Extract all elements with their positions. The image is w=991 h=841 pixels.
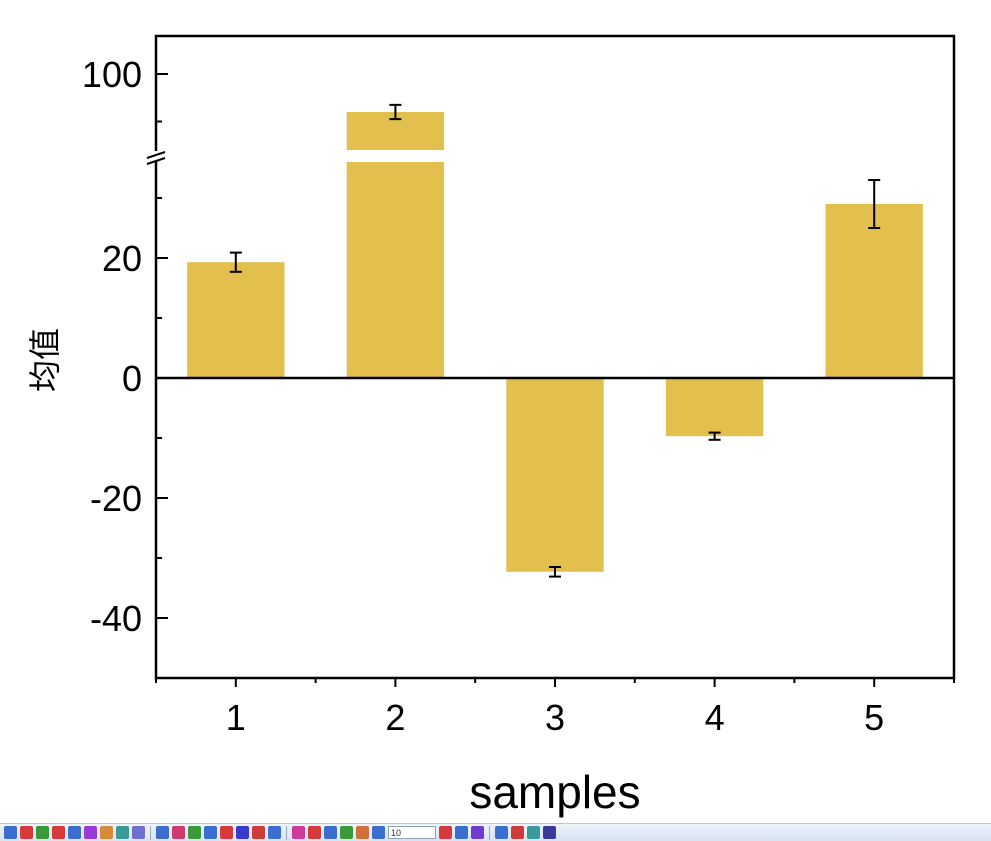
y-tick-label: -20 [90, 478, 142, 519]
toolbar-tool-icon[interactable] [324, 826, 337, 839]
toolbar-tool-icon[interactable] [308, 826, 321, 839]
toolbar-tool-icon[interactable] [356, 826, 369, 839]
toolbar-tool-icon[interactable] [495, 826, 508, 839]
toolbar-separator [150, 825, 151, 840]
toolbar-tool-icon[interactable] [68, 826, 81, 839]
toolbar-tool-icon[interactable] [188, 826, 201, 839]
x-tick-label: 4 [705, 697, 725, 738]
plot-toolbar: 10 [0, 823, 991, 841]
toolbar-tool-icon[interactable] [172, 826, 185, 839]
x-tick-label: 1 [226, 697, 246, 738]
x-tick-label: 2 [385, 697, 405, 738]
toolbar-tool-icon[interactable] [527, 826, 540, 839]
y-axis-label: 均值 [27, 328, 63, 392]
error-bars-group [229, 103, 881, 578]
toolbar-tool-icon[interactable] [52, 826, 65, 839]
y-tick-label: 100 [82, 54, 142, 95]
axis-break-mark-lower [146, 151, 166, 159]
toolbar-tool-icon[interactable] [543, 826, 556, 839]
toolbar-tool-icon[interactable] [455, 826, 468, 839]
toolbar-tool-icon[interactable] [511, 826, 524, 839]
toolbar-separator [489, 825, 490, 840]
toolbar-tool-icon[interactable] [372, 826, 385, 839]
x-axis-label: samples [469, 766, 640, 818]
axes-group: 100 20 0 -20 -40 1 2 3 4 5 [82, 54, 955, 738]
y-tick-label: 20 [102, 238, 142, 279]
axis-break-gap [157, 150, 953, 162]
toolbar-tool-icon[interactable] [252, 826, 265, 839]
toolbar-tool-icon[interactable] [236, 826, 249, 839]
toolbar-tool-icon[interactable] [268, 826, 281, 839]
toolbar-tool-icon[interactable] [204, 826, 217, 839]
toolbar-tool-icon[interactable] [471, 826, 484, 839]
bar-3 [506, 378, 604, 572]
toolbar-tool-icon[interactable] [340, 826, 353, 839]
bars-group [187, 112, 923, 572]
toolbar-tool-icon[interactable] [100, 826, 113, 839]
bar-1 [187, 262, 285, 378]
y-tick-label: -40 [90, 598, 142, 639]
toolbar-tool-icon[interactable] [220, 826, 233, 839]
axis-break-mark-upper [146, 157, 166, 165]
toolbar-tool-icon[interactable] [116, 826, 129, 839]
bar-2 [346, 162, 445, 378]
toolbar-separator [286, 825, 287, 840]
x-tick-label: 5 [864, 697, 884, 738]
toolbar-tool-icon[interactable] [156, 826, 169, 839]
toolbar-tool-icon[interactable] [292, 826, 305, 839]
toolbar-size-field[interactable]: 10 [388, 826, 436, 839]
toolbar-tool-icon[interactable] [20, 826, 33, 839]
toolbar-tool-icon[interactable] [4, 826, 17, 839]
toolbar-tool-icon[interactable] [36, 826, 49, 839]
toolbar-tool-icon[interactable] [439, 826, 452, 839]
x-tick-label: 3 [545, 697, 565, 738]
bar-4 [665, 378, 764, 437]
toolbar-tool-icon[interactable] [84, 826, 97, 839]
toolbar-tool-icon[interactable] [132, 826, 145, 839]
bar-chart: 100 20 0 -20 -40 1 2 3 4 5 samples 均值 [27, 34, 956, 818]
y-tick-label: 0 [122, 358, 142, 399]
bar-5 [825, 204, 923, 378]
